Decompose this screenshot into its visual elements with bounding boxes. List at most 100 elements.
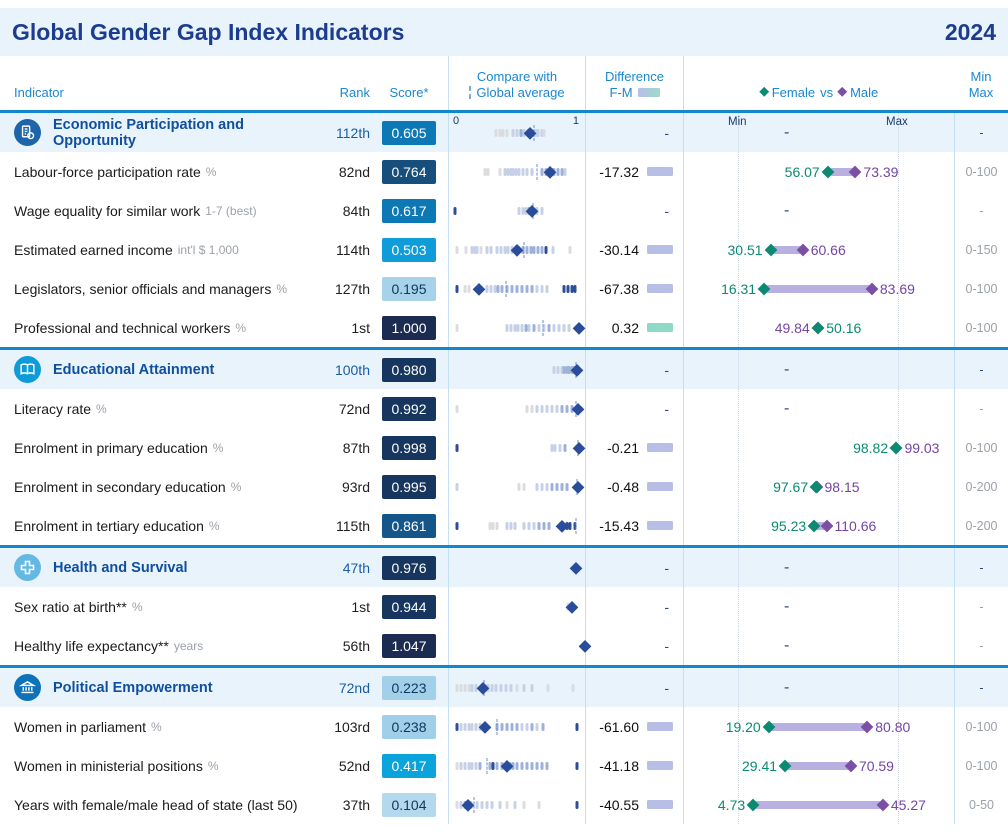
- distribution-tick: [573, 521, 577, 530]
- score-cell: 0.238: [370, 707, 448, 746]
- rank-value: 72nd: [338, 400, 370, 417]
- label-unit: %: [151, 719, 162, 734]
- distribution-tick: [509, 683, 513, 692]
- distribution-tick: [545, 404, 549, 413]
- label-text: Women in parliament: [14, 718, 147, 735]
- distribution-tick: [499, 683, 503, 692]
- max-guide-line: [898, 230, 899, 269]
- min-max-range: 0-100: [954, 269, 1008, 308]
- distribution-tick: [511, 761, 515, 770]
- rank-value: 115th: [336, 517, 370, 534]
- distribution-tick: [571, 683, 575, 692]
- distribution-tick: [558, 443, 562, 452]
- difference-cell: -17.32: [586, 152, 684, 191]
- indicator-label: Professional and technical workers%: [0, 308, 330, 347]
- distribution-tick: [544, 245, 548, 254]
- distribution-tick: [524, 323, 528, 332]
- difference-cell: -40.55: [586, 785, 684, 824]
- difference-cell: -67.38: [586, 269, 684, 308]
- indicator-row: Legislators, senior officials and manage…: [0, 269, 1008, 308]
- distribution-tick: [455, 800, 459, 809]
- min-guide-line: [738, 152, 739, 191]
- female-value: 97.67: [773, 478, 809, 495]
- min-guide-line: [738, 113, 739, 152]
- distribution-tick: [530, 683, 534, 692]
- distribution-tick: [517, 482, 521, 491]
- distribution-tick: [488, 761, 492, 770]
- difference-bar: [647, 443, 673, 452]
- difference-cell: -: [586, 668, 684, 707]
- label-text: Women in ministerial positions: [14, 757, 203, 774]
- distribution-tick: [560, 404, 564, 413]
- category-row: Economic Participation and Opportunity 11…: [0, 113, 1008, 152]
- distribution-tick: [505, 800, 509, 809]
- distribution-tick: [505, 128, 509, 137]
- difference-bar: [647, 167, 673, 176]
- rank-value: 114th: [336, 241, 370, 258]
- female-value: 30.51: [727, 241, 763, 258]
- distribution-tick: [530, 404, 534, 413]
- label-text: Enrolment in primary education: [14, 439, 208, 456]
- min-guide-line: [738, 587, 739, 626]
- male-value: 98.15: [824, 478, 860, 495]
- distribution-tick: [488, 521, 492, 530]
- distribution-tick: [455, 482, 459, 491]
- distribution-tick: [520, 761, 524, 770]
- difference-swatch-icon: [637, 88, 660, 98]
- distribution-tick: [459, 761, 463, 770]
- max-guide-line: [898, 548, 899, 587]
- global-average-strip: [448, 506, 586, 545]
- max-guide-line: [898, 668, 899, 707]
- distribution-tick: [522, 521, 526, 530]
- distribution-tick: [480, 800, 484, 809]
- distribution-tick: [511, 128, 515, 137]
- score-diamond-icon: [572, 321, 586, 334]
- female-vs-male-cell: 97.67 98.15: [684, 467, 954, 506]
- report-page: Global Gender Gap Index Indicators 2024 …: [0, 8, 1008, 824]
- max-guide-line: [898, 587, 899, 626]
- global-average-strip: [448, 191, 586, 230]
- score-diamond-icon: [473, 282, 486, 295]
- min-max-range: -: [954, 668, 1008, 707]
- female-vs-male-cell: 29.41 70.59: [684, 746, 954, 785]
- distribution-tick: [498, 167, 502, 176]
- difference-cell: -15.43: [586, 506, 684, 545]
- distribution-tick: [535, 482, 539, 491]
- difference-dash: -: [664, 637, 669, 654]
- distribution-tick: [486, 167, 490, 176]
- max-guide-line: [898, 626, 899, 665]
- distribution-tick: [535, 284, 539, 293]
- distribution-tick: [483, 167, 487, 176]
- distribution-tick: [565, 365, 569, 374]
- distribution-tick: [520, 722, 524, 731]
- label-unit: %: [208, 518, 220, 533]
- female-vs-male-cell: 98.82 99.03: [684, 428, 954, 467]
- female-vs-male-cell: 56.07 73.39: [684, 152, 954, 191]
- indicator-label: Legislators, senior officials and manage…: [0, 269, 330, 308]
- distribution-tick: [556, 167, 560, 176]
- female-value: 19.20: [725, 718, 761, 735]
- category-label: Educational Attainment: [0, 350, 330, 389]
- female-vs-male-cell: -: [684, 548, 954, 587]
- min-max-range: 0-100: [954, 707, 1008, 746]
- distribution-tick: [470, 245, 474, 254]
- indicator-label: Women in ministerial positions%: [0, 746, 330, 785]
- distribution-tick: [545, 482, 549, 491]
- min-max-range: 0-50: [954, 785, 1008, 824]
- distribution-tick: [565, 404, 569, 413]
- female-value: 29.41: [742, 757, 778, 774]
- rank-value: 52nd: [338, 757, 370, 774]
- score-badge: 0.617: [382, 198, 436, 223]
- score-badge: 0.992: [382, 396, 436, 421]
- max-guide-line: [898, 389, 899, 428]
- distribution-tick: [455, 284, 459, 293]
- difference-dash: -: [664, 361, 669, 378]
- distribution-tick: [562, 284, 566, 293]
- label-unit: %: [207, 758, 219, 773]
- female-male-bar: [753, 800, 883, 809]
- rank-value: 84th: [342, 202, 370, 219]
- global-average-strip: [448, 389, 586, 428]
- max-guide-line: [898, 269, 899, 308]
- distribution-tick: [515, 722, 519, 731]
- max-guide-line: [898, 350, 899, 389]
